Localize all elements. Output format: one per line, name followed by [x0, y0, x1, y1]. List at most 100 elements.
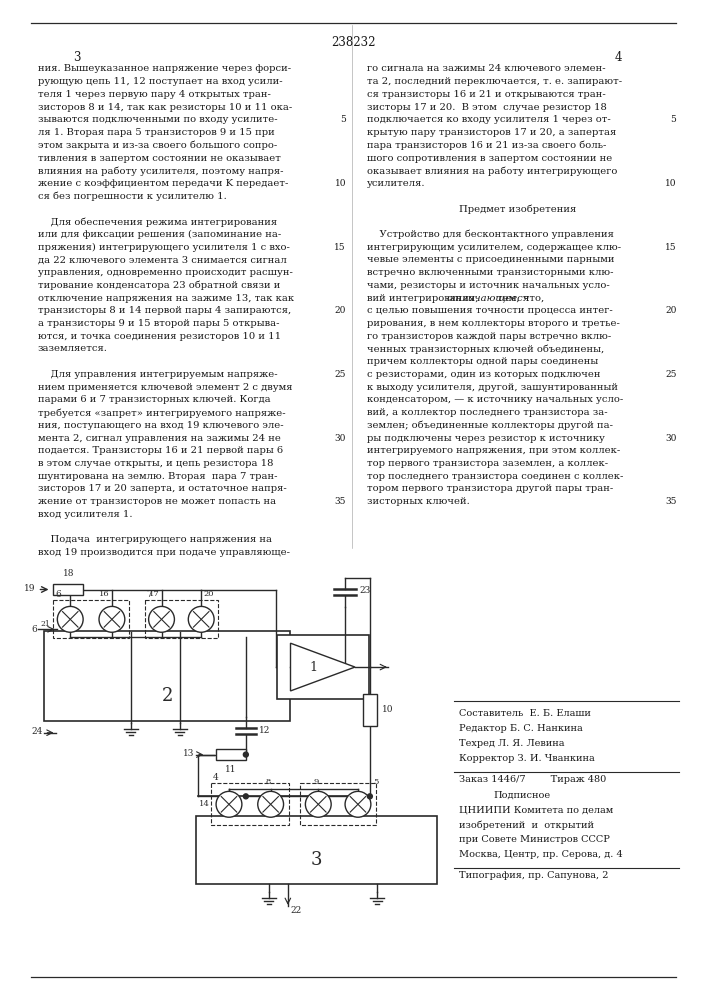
Text: 15: 15 [665, 243, 677, 252]
Text: нием применяется ключевой элемент 2 с двумя: нием применяется ключевой элемент 2 с дв… [37, 383, 292, 392]
Text: при Совете Министров СССР: при Совете Министров СССР [459, 835, 610, 844]
Bar [363, 694, 377, 726]
Text: пряжения) интегрирующего усилителя 1 с вхо-: пряжения) интегрирующего усилителя 1 с в… [37, 243, 289, 252]
Circle shape [243, 752, 248, 757]
Polygon shape [291, 643, 355, 691]
Text: 30: 30 [665, 434, 677, 443]
Text: а транзисторы 9 и 15 второй пары 5 открыва-: а транзисторы 9 и 15 второй пары 5 откры… [37, 319, 279, 328]
Text: зисторов 17 и 20 заперта, и остаточное напря-: зисторов 17 и 20 заперта, и остаточное н… [37, 484, 286, 493]
Text: этом закрыта и из-за своего большого сопро-: этом закрыта и из-за своего большого соп… [37, 141, 276, 150]
Text: оказывает влияния на работу интегрирующего: оказывает влияния на работу интегрирующе… [367, 166, 617, 176]
Text: транзисторы 8 и 14 первой пары 4 запираются,: транзисторы 8 и 14 первой пары 4 запираю… [37, 306, 291, 315]
Text: ния. Вышеуказанное напряжение через форси-: ния. Вышеуказанное напряжение через форс… [37, 64, 291, 73]
Text: 20: 20 [334, 306, 346, 315]
Text: 20: 20 [665, 306, 677, 315]
Text: влияния на работу усилителя, поэтому напря-: влияния на работу усилителя, поэтому нап… [37, 166, 283, 176]
Text: 238232: 238232 [331, 36, 375, 49]
Text: 25: 25 [334, 370, 346, 379]
Text: интегрирующим усилителем, содержащее клю-: интегрирующим усилителем, содержащее клю… [367, 243, 621, 252]
Text: зисторы 17 и 20.  В этом  случае резистор 18: зисторы 17 и 20. В этом случае резистор … [367, 103, 607, 112]
Text: Предмет изобретения: Предмет изобретения [459, 204, 576, 214]
Text: пара транзисторов 16 и 21 из-за своего боль-: пара транзисторов 16 и 21 из-за своего б… [367, 141, 607, 150]
Text: зисторов 8 и 14, так как резисторы 10 и 11 ока-: зисторов 8 и 14, так как резисторы 10 и … [37, 103, 292, 112]
Text: 4: 4 [213, 773, 219, 782]
Text: встречно включенными транзисторными клю-: встречно включенными транзисторными клю- [367, 268, 614, 277]
Text: интегрируемого напряжения, при этом коллек-: интегрируемого напряжения, при этом колл… [367, 446, 620, 455]
Text: управления, одновременно происходит расшун-: управления, одновременно происходит расш… [37, 268, 293, 277]
Text: ния, поступающего на вход 19 ключевого эле-: ния, поступающего на вход 19 ключевого э… [37, 421, 283, 430]
Text: 35: 35 [334, 497, 346, 506]
Text: шого сопротивления в запертом состоянии не: шого сопротивления в запертом состоянии … [367, 154, 612, 163]
Text: вход 19 производится при подаче управляюще-: вход 19 производится при подаче управляю… [37, 548, 289, 557]
Text: тор последнего транзистора соединен с коллек-: тор последнего транзистора соединен с ко… [367, 472, 624, 481]
Text: го сигнала на зажимы 24 ключевого элемен-: го сигнала на зажимы 24 ключевого элемен… [367, 64, 605, 73]
Text: да 22 ключевого элемента 3 снимается сигнал: да 22 ключевого элемента 3 снимается сиг… [37, 255, 286, 264]
Text: 15: 15 [334, 243, 346, 252]
Text: зисторных ключей.: зисторных ключей. [367, 497, 469, 506]
Text: 12: 12 [259, 726, 270, 735]
Text: Корректор З. И. Чванкина: Корректор З. И. Чванкина [459, 754, 595, 763]
Text: 30: 30 [334, 434, 346, 443]
Text: 11: 11 [226, 765, 237, 774]
Bar [53, 600, 129, 638]
Text: землен; объединенные коллекторы другой па-: землен; объединенные коллекторы другой п… [367, 421, 613, 430]
Text: Для управления интегрируемым напряже-: Для управления интегрируемым напряже- [37, 370, 277, 379]
Text: ся транзисторы 16 и 21 и открываются тран-: ся транзисторы 16 и 21 и открываются тра… [367, 90, 606, 99]
Text: Подписное: Подписное [494, 790, 551, 799]
Text: 6: 6 [32, 625, 37, 634]
Text: ры подключены через резистор к источнику: ры подключены через резистор к источнику [367, 434, 604, 443]
Text: вий интегрирования,: вий интегрирования, [367, 294, 481, 303]
Text: 6: 6 [55, 590, 61, 599]
Text: жение от транзисторов не может попасть на: жение от транзисторов не может попасть н… [37, 497, 276, 506]
Text: Составитель  Е. Б. Елаши: Составитель Е. Б. Елаши [459, 709, 591, 718]
Text: Подача  интегрирующего напряжения на: Подача интегрирующего напряжения на [37, 535, 271, 544]
Text: теля 1 через первую пару 4 открытых тран-: теля 1 через первую пару 4 открытых тран… [37, 90, 270, 99]
Bar [45, 631, 291, 721]
Text: конденсатором, — к источнику начальных усло-: конденсатором, — к источнику начальных у… [367, 395, 623, 404]
Text: 2: 2 [162, 687, 173, 705]
Text: 4: 4 [614, 51, 621, 64]
Text: 19: 19 [24, 584, 35, 593]
Text: Техред Л. Я. Левина: Техред Л. Я. Левина [459, 739, 565, 748]
Circle shape [305, 791, 331, 817]
Text: 9: 9 [314, 778, 319, 786]
Text: тирование конденсатора 23 обратной связи и: тирование конденсатора 23 обратной связи… [37, 281, 280, 290]
Text: рирования, в нем коллекторы второго и третье-: рирования, в нем коллекторы второго и тр… [367, 319, 620, 328]
Text: ченных транзисторных ключей объединены,: ченных транзисторных ключей объединены, [367, 344, 604, 354]
Text: Для обеспечения режима интегрирования: Для обеспечения режима интегрирования [37, 217, 276, 227]
Text: зываются подключенными по входу усилите-: зываются подключенными по входу усилите- [37, 115, 277, 124]
Text: 20: 20 [203, 590, 214, 598]
Circle shape [258, 791, 284, 817]
Text: в этом случае открыты, и цепь резистора 18: в этом случае открыты, и цепь резистора … [37, 459, 273, 468]
Text: 17: 17 [148, 590, 160, 598]
Text: ся без погрешности к усилителю 1.: ся без погрешности к усилителю 1. [37, 192, 226, 201]
Text: 3: 3 [74, 51, 81, 64]
Text: 1: 1 [309, 661, 317, 674]
Text: 10: 10 [665, 179, 677, 188]
Text: вход усилителя 1.: вход усилителя 1. [37, 510, 132, 519]
Text: чевые элементы с присоединенными парными: чевые элементы с присоединенными парными [367, 255, 614, 264]
Text: тем, что,: тем, что, [494, 294, 544, 303]
Text: 5: 5 [340, 115, 346, 124]
Text: 22: 22 [291, 906, 302, 915]
Text: ЦНИИПИ Комитета по делам: ЦНИИПИ Комитета по делам [459, 805, 614, 814]
Text: шунтирована на землю. Вторая  пара 7 тран-: шунтирована на землю. Вторая пара 7 тран… [37, 472, 277, 481]
Bar [211, 783, 288, 825]
Text: или для фиксации решения (запоминание на-: или для фиксации решения (запоминание на… [37, 230, 281, 239]
Text: 3: 3 [311, 851, 322, 869]
Text: подается. Транзисторы 16 и 21 первой пары 6: подается. Транзисторы 16 и 21 первой пар… [37, 446, 283, 455]
Text: 35: 35 [665, 497, 677, 506]
Bar [145, 600, 218, 638]
Text: 16: 16 [99, 590, 110, 598]
Text: причем коллекторы одной пары соединены: причем коллекторы одной пары соединены [367, 357, 598, 366]
Text: отключение напряжения на зажиме 13, так как: отключение напряжения на зажиме 13, так … [37, 294, 293, 303]
Text: 18: 18 [62, 569, 74, 578]
Text: 10: 10 [334, 179, 346, 188]
Text: 24: 24 [31, 727, 42, 736]
Text: Москва, Центр, пр. Серова, д. 4: Москва, Центр, пр. Серова, д. 4 [459, 850, 623, 859]
Text: ля 1. Вторая пара 5 транзисторов 9 и 15 при: ля 1. Вторая пара 5 транзисторов 9 и 15 … [37, 128, 274, 137]
Text: рующую цепь 11, 12 поступает на вход усили-: рующую цепь 11, 12 поступает на вход уси… [37, 77, 282, 86]
Text: чами, резисторы и источник начальных усло-: чами, резисторы и источник начальных усл… [367, 281, 609, 290]
Circle shape [216, 791, 242, 817]
Text: заземляется.: заземляется. [37, 344, 107, 353]
